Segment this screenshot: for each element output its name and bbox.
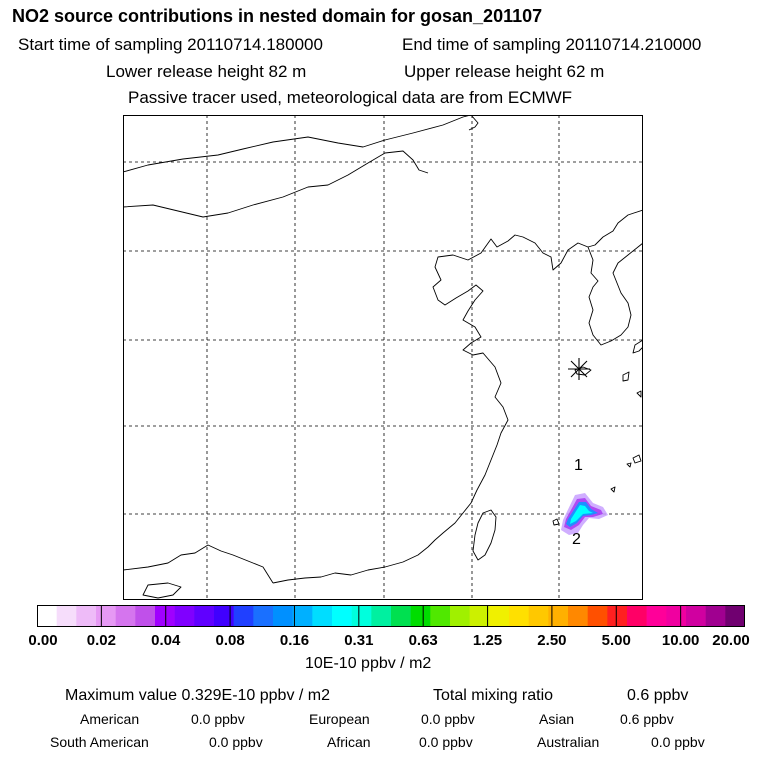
region-name-south-american: South American bbox=[50, 734, 149, 750]
colorbar-frame bbox=[37, 605, 745, 627]
colorbar-cell bbox=[155, 605, 175, 627]
region-value-australian: 0.0 ppbv bbox=[651, 734, 705, 750]
region-name-australian: Australian bbox=[537, 734, 600, 750]
colorbar-tick-label: 5.00 bbox=[601, 632, 631, 649]
colorbar-cell bbox=[725, 605, 745, 627]
region-name-african: African bbox=[327, 734, 371, 750]
colorbar-cell bbox=[646, 605, 667, 627]
upper-release-height-text: Upper release height 62 m bbox=[404, 62, 605, 81]
colorbar-cell bbox=[371, 605, 392, 627]
region-value-american: 0.0 ppbv bbox=[191, 711, 245, 727]
colorbar-tick-label: 0.63 bbox=[408, 632, 438, 649]
colorbar-cell bbox=[548, 605, 569, 627]
colorbar-cell bbox=[56, 605, 77, 627]
colorbar-tick-label: 0.04 bbox=[151, 632, 181, 649]
region-name-asian: Asian bbox=[539, 711, 575, 727]
colorbar-cell bbox=[115, 605, 136, 627]
lower-release-height-text: Lower release height 82 m bbox=[106, 62, 307, 81]
colorbar-cell bbox=[686, 605, 706, 627]
colorbar-tick-label: 0.08 bbox=[215, 632, 245, 649]
colorbar-cell bbox=[627, 605, 647, 627]
colorbar-cell bbox=[410, 605, 431, 627]
colorbar-cell bbox=[253, 605, 274, 627]
colorbar-cell bbox=[469, 605, 490, 627]
colorbar-cell bbox=[509, 605, 529, 627]
region-name-american: American bbox=[80, 711, 140, 727]
receptor-marker bbox=[568, 358, 590, 380]
colorbar-tick-label: 2.50 bbox=[537, 632, 567, 649]
colorbar-cell bbox=[292, 605, 313, 627]
colorbar-tick-label: 0.31 bbox=[344, 632, 374, 649]
region-value-south-american: 0.0 ppbv bbox=[209, 734, 263, 750]
colorbar-cell bbox=[135, 605, 156, 627]
tracer-note-text: Passive tracer used, meteorological data… bbox=[128, 88, 573, 107]
colorbar-cell bbox=[233, 605, 254, 627]
colorbar-cell bbox=[194, 605, 215, 627]
total-mixing-label: Total mixing ratio bbox=[433, 687, 554, 704]
colorbar-tick-label: 20.00 bbox=[712, 632, 750, 649]
marker-label-2: 2 bbox=[572, 531, 581, 548]
colorbar-tick-label: 10.00 bbox=[661, 632, 700, 649]
max-value-text: Maximum value 0.329E-10 ppbv / m2 bbox=[65, 687, 331, 704]
region-value-asian: 0.6 ppbv bbox=[620, 711, 674, 727]
colorbar-cell bbox=[528, 605, 549, 627]
colorbar-cell bbox=[37, 605, 57, 627]
colorbar-cell bbox=[705, 605, 726, 627]
colorbar-cell bbox=[568, 605, 588, 627]
colorbar-tick-label: 0.00 bbox=[28, 632, 58, 649]
colorbar-cell bbox=[273, 605, 293, 627]
colorbar-tick-label: 1.25 bbox=[472, 632, 503, 649]
figure-title: NO2 source contributions in nested domai… bbox=[12, 6, 543, 26]
colorbar-cell bbox=[214, 605, 234, 627]
marker-label-1: 1 bbox=[574, 457, 583, 474]
colorbar-cell bbox=[607, 605, 628, 627]
colorbar-cell bbox=[332, 605, 352, 627]
map-panel: 1 2 bbox=[123, 115, 643, 600]
colorbar-cell bbox=[430, 605, 451, 627]
colorbar-unit-label: 10E-10 ppbv / m2 bbox=[305, 655, 432, 672]
plume bbox=[561, 493, 608, 535]
colorbar-cell bbox=[450, 605, 470, 627]
colorbar-cell bbox=[174, 605, 195, 627]
colorbar-cell bbox=[587, 605, 608, 627]
region-name-european: European bbox=[309, 711, 370, 727]
colorbar-cell bbox=[391, 605, 411, 627]
map-frame bbox=[123, 115, 643, 600]
colorbar-cell bbox=[312, 605, 333, 627]
colorbar-tick-label: 0.02 bbox=[86, 632, 116, 649]
colorbar-cell bbox=[666, 605, 687, 627]
colorbar-tick-label: 0.16 bbox=[279, 632, 310, 649]
colorbar-cell bbox=[96, 605, 116, 627]
region-value-african: 0.0 ppbv bbox=[419, 734, 473, 750]
coastlines bbox=[123, 115, 643, 599]
start-time-text: Start time of sampling 20110714.180000 bbox=[18, 35, 323, 54]
colorbar bbox=[37, 605, 745, 627]
total-mixing-value: 0.6 ppbv bbox=[627, 687, 689, 704]
region-value-european: 0.0 ppbv bbox=[421, 711, 475, 727]
colorbar-cell bbox=[489, 605, 510, 627]
colorbar-cell bbox=[76, 605, 97, 627]
graticule bbox=[123, 115, 643, 600]
end-time-text: End time of sampling 20110714.210000 bbox=[402, 35, 702, 54]
colorbar-cell bbox=[351, 605, 372, 627]
